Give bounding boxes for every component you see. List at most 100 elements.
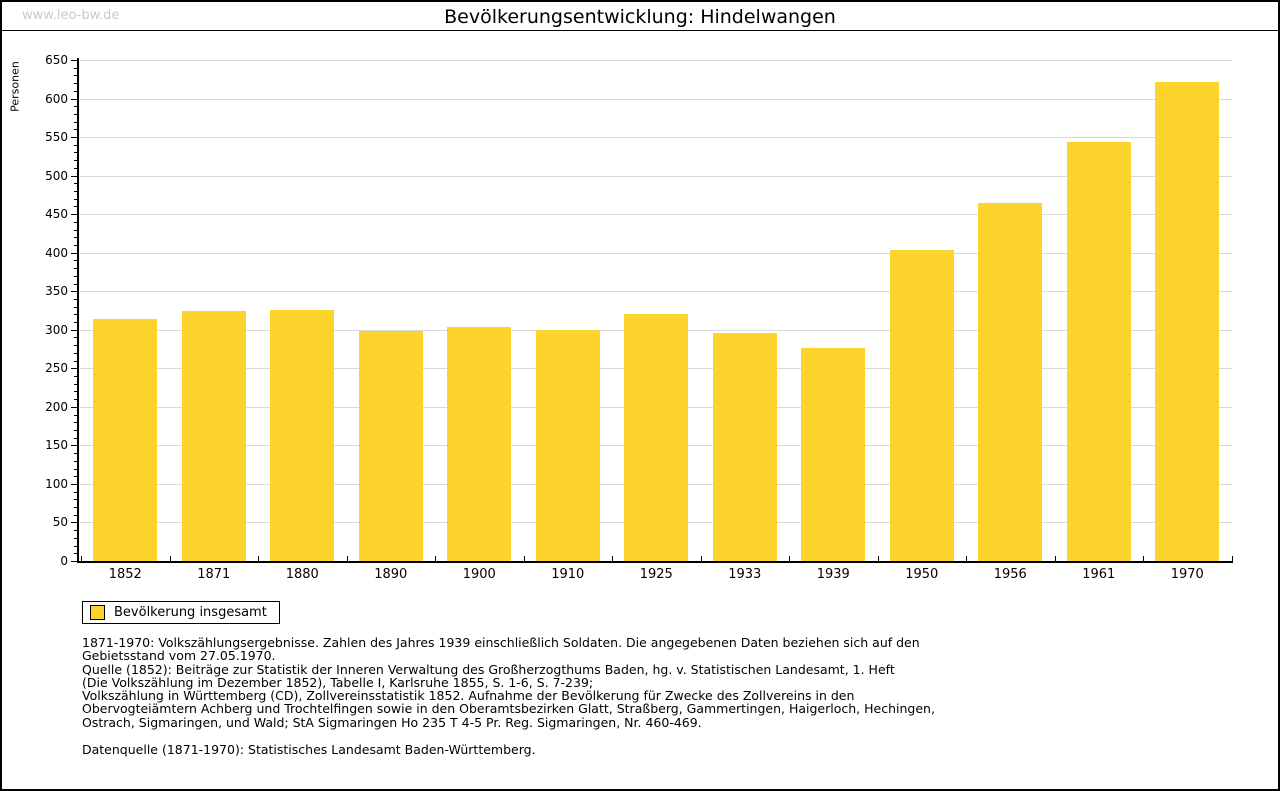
legend-label: Bevölkerung insgesamt (114, 605, 267, 620)
y-minor-tick (74, 514, 78, 516)
y-major-tick (71, 137, 78, 139)
y-minor-tick (74, 144, 78, 146)
y-minor-tick (74, 499, 78, 501)
legend-swatch-icon (90, 605, 105, 620)
gridline (80, 214, 1232, 216)
x-tick-label: 1950 (905, 567, 939, 582)
y-minor-tick (74, 229, 78, 231)
y-minor-tick (74, 237, 78, 239)
y-minor-tick (74, 345, 78, 347)
y-minor-tick (74, 268, 78, 270)
y-minor-tick (74, 337, 78, 339)
bar-1880 (270, 309, 335, 561)
x-tick (523, 556, 525, 561)
chart-title: Bevölkerungsentwicklung: Hindelwangen (444, 6, 836, 28)
x-tick-label: 1871 (197, 567, 231, 582)
y-major-tick (71, 98, 78, 100)
y-tick-label: 650 (45, 53, 68, 67)
x-tick-label: 1900 (462, 567, 496, 582)
y-minor-tick (74, 383, 78, 385)
gridline (80, 98, 1232, 100)
y-tick-label: 300 (45, 322, 68, 337)
x-tick (1054, 556, 1056, 561)
y-major-tick (71, 368, 78, 370)
y-minor-tick (74, 352, 78, 354)
bar-1852 (93, 318, 158, 561)
y-minor-tick (74, 376, 78, 377)
y-minor-tick (74, 507, 78, 509)
y-minor-tick (74, 399, 78, 401)
watermark: www.leo-bw.de (22, 8, 120, 23)
y-minor-tick (74, 468, 78, 470)
x-tick (169, 556, 171, 561)
gridline (80, 175, 1232, 177)
gridline (80, 291, 1232, 293)
y-major-tick (71, 483, 78, 485)
x-axis-line (77, 561, 1233, 563)
y-tick-label: 100 (45, 476, 68, 491)
y-minor-tick (74, 530, 78, 532)
x-tick (81, 556, 82, 561)
y-minor-tick (74, 491, 78, 493)
bar-1956 (978, 202, 1043, 561)
y-minor-tick (74, 221, 78, 223)
y-minor-tick (74, 476, 78, 478)
y-tick-label: 400 (45, 245, 68, 260)
x-tick (877, 556, 879, 561)
y-major-tick (71, 406, 78, 408)
y-major-tick (71, 445, 78, 447)
y-minor-tick (74, 260, 78, 262)
y-tick-label: 150 (45, 438, 68, 453)
y-tick-label: 50 (52, 515, 68, 530)
x-tick (966, 556, 967, 561)
x-tick (1143, 556, 1144, 561)
y-major-tick (71, 175, 78, 177)
y-minor-tick (74, 75, 78, 77)
y-minor-tick (74, 422, 78, 424)
y-minor-tick (74, 298, 78, 300)
x-tick (700, 556, 702, 561)
bar-1910 (535, 329, 600, 561)
x-tick-label: 1939 (816, 567, 850, 582)
bar-1890 (358, 330, 423, 561)
y-tick-label: 250 (45, 361, 68, 376)
x-tick-label: 1933 (728, 567, 762, 582)
y-minor-tick (74, 306, 78, 308)
y-tick-label: 600 (45, 91, 68, 106)
x-tick (1231, 556, 1233, 561)
y-minor-tick (74, 121, 78, 123)
y-minor-tick (74, 113, 78, 115)
y-tick-label: 450 (45, 207, 68, 222)
x-tick (789, 556, 790, 561)
x-tick (346, 556, 348, 561)
bar-1970 (1155, 82, 1220, 561)
y-major-tick (71, 561, 78, 562)
datasource-text: Datenquelle (1871-1970): Statistisches L… (82, 742, 536, 757)
y-minor-tick (74, 191, 78, 193)
x-tick-label: 1925 (639, 567, 673, 582)
x-tick-label: 1880 (285, 567, 319, 582)
y-minor-tick (74, 67, 78, 69)
y-minor-tick (74, 167, 78, 169)
x-tick-label: 1961 (1082, 567, 1116, 582)
y-major-tick (71, 522, 78, 524)
bar-1939 (801, 348, 866, 561)
x-tick (612, 556, 613, 561)
y-tick-label: 350 (45, 284, 68, 299)
y-tick-label: 500 (45, 168, 68, 183)
gridline (80, 137, 1232, 139)
header-divider (2, 30, 1278, 31)
y-minor-tick (74, 106, 78, 108)
y-minor-tick (74, 129, 78, 131)
bar-1933 (712, 332, 777, 561)
x-tick-label: 1890 (374, 567, 408, 582)
y-tick-label: 550 (45, 130, 68, 145)
y-minor-tick (74, 537, 78, 539)
y-major-tick (71, 60, 78, 61)
bar-1900 (447, 326, 512, 561)
y-minor-tick (74, 460, 78, 462)
bar-1961 (1066, 141, 1131, 561)
bar-1871 (181, 310, 246, 561)
